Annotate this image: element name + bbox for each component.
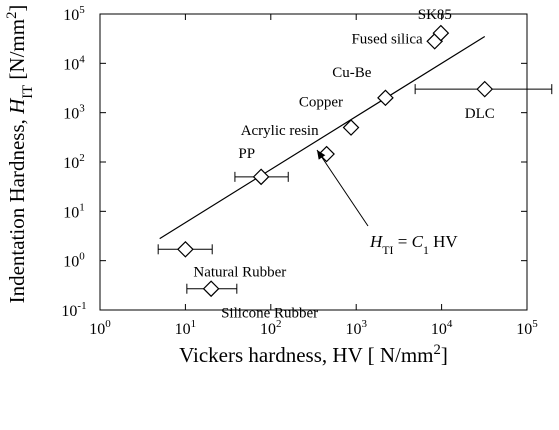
y-tick-label: 10-1 [61, 300, 86, 320]
annotation-arrow [316, 149, 369, 227]
y-axis-label-part: ] [5, 5, 29, 12]
y-tick-base: 10 [63, 155, 79, 172]
x-axis-label-part: 2 [434, 342, 441, 358]
x-tick-base: 10 [89, 321, 105, 338]
annotation: HTI = C1 HV [369, 232, 458, 257]
annotation-part: C [412, 232, 424, 251]
x-tick-label: 101 [175, 318, 197, 338]
y-tick-label: 103 [63, 103, 85, 123]
y-tick-base: 10 [63, 106, 79, 123]
y-tick-exp: 1 [79, 201, 85, 213]
annotation-part: = [394, 232, 412, 251]
y-axis-label-part: Indentation Hardness, [5, 114, 29, 304]
point-label: SK85 [418, 7, 452, 23]
y-tick-exp: 3 [79, 103, 85, 115]
y-axis-label-part: 2 [4, 12, 20, 19]
x-tick-exp: 5 [532, 318, 538, 330]
x-tick-label: 105 [516, 318, 538, 338]
x-tick-label: 104 [431, 318, 453, 338]
x-axis-label-part: ] [441, 343, 448, 367]
point [432, 24, 450, 42]
y-tick-label: 104 [63, 53, 85, 73]
point [377, 89, 394, 107]
y-axis-label-part: [N/mm [5, 19, 29, 85]
point [476, 80, 494, 98]
fit-line [159, 35, 486, 240]
x-tick-label: 102 [260, 318, 282, 338]
y-tick-exp: -1 [77, 300, 86, 312]
y-tick-label: 105 [63, 4, 85, 24]
x-tick-base: 10 [516, 321, 532, 338]
point-label: Fused silica [351, 31, 423, 47]
y-tick-base: 10 [63, 7, 79, 24]
y-tick-exp: 2 [79, 152, 85, 164]
annotation-part: TI [382, 243, 393, 257]
point-label: Cu-Be [332, 65, 372, 81]
y-tick-base: 10 [63, 254, 79, 271]
point [318, 145, 335, 163]
point-label: Copper [299, 95, 343, 111]
point-label: DLC [465, 106, 495, 122]
y-tick-base: 10 [61, 303, 77, 320]
point-label: Natural Rubber [193, 264, 286, 280]
point [342, 119, 360, 136]
x-tick-exp: 0 [105, 318, 111, 330]
point [252, 168, 270, 186]
x-axis-label: Vickers hardness, HV [ N/mm2] [179, 342, 448, 367]
y-tick-label: 102 [63, 152, 85, 172]
y-tick-label: 100 [63, 251, 85, 271]
y-tick-exp: 5 [79, 4, 85, 16]
annotation-part: 1 [423, 243, 429, 257]
x-tick-exp: 2 [276, 318, 282, 330]
x-tick-exp: 1 [191, 318, 197, 330]
y-axis-label-part: IT [20, 85, 36, 99]
y-tick-exp: 4 [79, 53, 85, 65]
x-axis-label-part: Vickers hardness, HV [ N/mm [179, 343, 433, 367]
annotation-part: HV [429, 232, 459, 251]
y-tick-exp: 0 [79, 251, 85, 263]
x-tick-base: 10 [260, 321, 276, 338]
y-tick-base: 10 [63, 204, 79, 221]
y-axis-label: Indentation Hardness, HIT [N/mm2] [4, 5, 36, 304]
y-tick-base: 10 [63, 56, 79, 73]
x-tick-exp: 3 [361, 318, 367, 330]
point-label: Silicone Rubber [221, 306, 318, 322]
point-label: Acrylic resin [241, 123, 319, 139]
x-tick-base: 10 [431, 321, 447, 338]
point [177, 240, 194, 258]
point-label: PP [238, 146, 255, 162]
x-tick-exp: 4 [447, 318, 453, 330]
y-tick-label: 101 [63, 201, 85, 221]
point [202, 280, 220, 298]
x-tick-base: 10 [345, 321, 361, 338]
y-axis-label-part: H [5, 97, 29, 115]
x-tick-base: 10 [175, 321, 191, 338]
annotation-part: H [369, 232, 384, 251]
plot-frame [99, 13, 528, 311]
x-tick-label: 103 [345, 318, 367, 338]
x-tick-label: 100 [89, 318, 111, 338]
